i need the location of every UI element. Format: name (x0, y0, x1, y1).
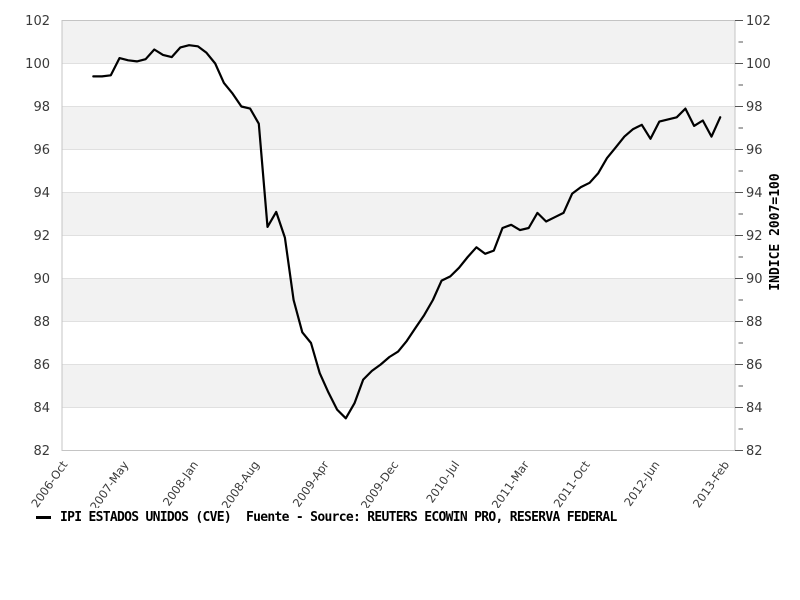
svg-text:2009-Apr: 2009-Apr (290, 458, 332, 508)
svg-text:86: 86 (746, 358, 763, 373)
svg-text:94: 94 (33, 186, 50, 201)
svg-text:92: 92 (746, 229, 763, 244)
plot-bands (62, 20, 735, 451)
svg-text:102: 102 (746, 14, 771, 29)
svg-text:2012-Jun: 2012-Jun (621, 458, 662, 508)
svg-text:90: 90 (746, 272, 763, 287)
legend-source-label: Fuente - Source: REUTERS ECOWIN PRO, RES… (246, 510, 617, 525)
svg-text:2009-Dec: 2009-Dec (358, 458, 401, 508)
svg-text:88: 88 (746, 315, 763, 330)
svg-text:92: 92 (33, 229, 50, 244)
x-axis-labels: 2006-Oct 2007-May 2008-Jan 2008-Aug 2009-Apr… (28, 458, 732, 508)
series-line (92, 44, 722, 420)
svg-text:84: 84 (33, 401, 50, 416)
svg-text:96: 96 (33, 143, 50, 158)
svg-text:90: 90 (33, 272, 50, 287)
svg-text:82: 82 (746, 444, 763, 459)
legend-line-sample-icon (36, 516, 51, 519)
y-gridlines (62, 63, 735, 408)
chart-legend: IPI ESTADOS UNIDOS (CVE) Fuente - Source… (36, 510, 617, 525)
svg-text:2006-Oct: 2006-Oct (28, 458, 71, 508)
ipi-chart-svg: 82 84 86 88 90 92 94 96 98 100 102 82 84 86 88 90 92 94 96… (25, 14, 783, 508)
svg-text:94: 94 (746, 186, 763, 201)
svg-text:2011-Mar: 2011-Mar (489, 458, 532, 508)
svg-text:2011-Oct: 2011-Oct (551, 458, 594, 508)
svg-text:2010-Jul: 2010-Jul (423, 458, 462, 505)
y-axis-labels-left: 82 84 86 88 90 92 94 96 98 100 102 (25, 14, 50, 459)
svg-text:98: 98 (746, 100, 763, 115)
svg-text:2007-May: 2007-May (87, 458, 131, 508)
legend-series-label: IPI ESTADOS UNIDOS (CVE) (60, 510, 232, 525)
svg-text:2008-Jan: 2008-Jan (160, 458, 201, 508)
svg-text:INDICE 2007=100: INDICE 2007=100 (768, 173, 783, 291)
svg-text:96: 96 (746, 143, 763, 158)
svg-text:98: 98 (33, 100, 50, 115)
right-axis-title: INDICE 2007=100 (768, 173, 783, 291)
svg-text:2013-Feb: 2013-Feb (690, 458, 732, 508)
svg-text:100: 100 (746, 57, 771, 72)
svg-text:100: 100 (25, 57, 50, 72)
svg-text:86: 86 (33, 358, 50, 373)
svg-text:102: 102 (25, 14, 50, 29)
svg-text:88: 88 (33, 315, 50, 330)
right-axis-ticks (735, 20, 743, 451)
svg-text:84: 84 (746, 401, 763, 416)
svg-text:2008-Aug: 2008-Aug (219, 458, 262, 508)
svg-text:82: 82 (33, 444, 50, 459)
y-axis-labels-right: 82 84 86 88 90 92 94 96 98 100 102 (746, 14, 771, 459)
